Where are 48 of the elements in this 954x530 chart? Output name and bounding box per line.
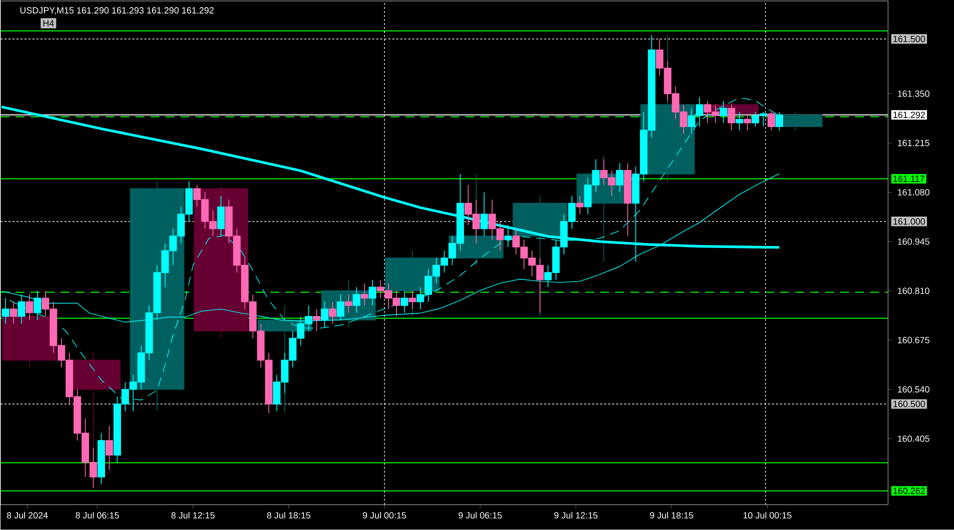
candlestick (624, 162, 632, 237)
ref-line-label: 160.500 (894, 400, 926, 408)
y-tick-label: 161.350 (898, 90, 930, 98)
candlestick (106, 426, 114, 470)
candlestick (98, 432, 106, 485)
candlestick (400, 290, 408, 314)
y-tick-label: 161.215 (898, 140, 930, 146)
candlestick (360, 283, 368, 306)
x-tick-label: 8 Jul 2024 (6, 512, 48, 519)
candlestick (352, 286, 360, 314)
candlestick (344, 294, 352, 314)
y-tick-label: 160.675 (898, 337, 930, 344)
candlestick (576, 196, 584, 215)
ref-line-label: 160.262 (894, 488, 925, 494)
ref-line-label: 161.000 (894, 218, 926, 225)
y-tick-label: 160.540 (898, 386, 930, 393)
x-tick-label: 9 Jul 12:15 (554, 512, 598, 519)
y-tick-label: 160.945 (898, 238, 930, 245)
candlestick (408, 290, 416, 310)
candlestick (312, 308, 320, 332)
candlestick (720, 100, 728, 124)
candlestick (736, 112, 744, 131)
x-tick-label: 9 Jul 18:15 (650, 512, 694, 519)
y-tick-label: 160.810 (898, 288, 930, 294)
candlestick (217, 196, 225, 237)
x-tick-label: 9 Jul 06:15 (458, 512, 502, 519)
candlestick (368, 280, 376, 306)
x-tick-label: 10 Jul 00:15 (744, 512, 792, 519)
candlestick (744, 115, 752, 131)
text: USDJPY,M15 161.290 161.293 161.290 161.292 (20, 7, 214, 15)
x-tick-label: 8 Jul 18:15 (267, 512, 310, 519)
candlestick (26, 294, 34, 321)
ref-line-label: 161.117 (894, 176, 924, 182)
x-tick-label: 8 Jul 06:15 (76, 512, 119, 519)
y-tick-label: 161.080 (898, 189, 930, 196)
candlestick (616, 162, 624, 193)
candlestick (480, 192, 488, 237)
ref-line-label: 161.292 (894, 112, 925, 118)
candlestick (2, 298, 10, 324)
annotation: H4 (43, 20, 54, 27)
candlestick (328, 302, 336, 324)
x-tick-label: 9 Jul 00:15 (362, 512, 406, 519)
candlestick (728, 104, 736, 131)
y-tick-label: 160.405 (898, 436, 930, 442)
ref-line-label: 161.500 (894, 36, 926, 42)
x-tick-label: 8 Jul 12:15 (171, 512, 215, 519)
candlestick (10, 302, 18, 324)
candlestick (768, 112, 776, 131)
